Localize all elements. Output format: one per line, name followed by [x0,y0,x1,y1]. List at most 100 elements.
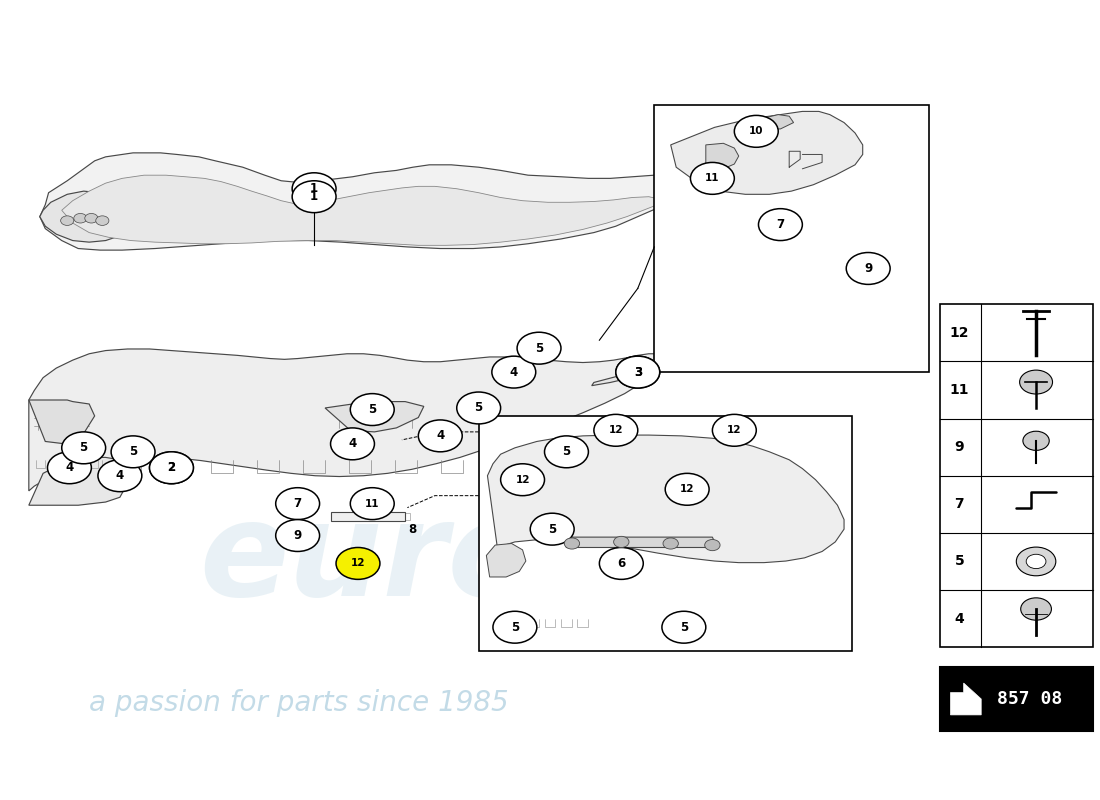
Polygon shape [564,537,715,547]
Text: 9: 9 [955,440,964,454]
Text: 11: 11 [949,383,969,397]
Text: europ: europ [199,496,632,623]
Text: 3: 3 [634,366,641,378]
Circle shape [98,460,142,492]
Circle shape [500,464,544,496]
Text: 5: 5 [548,522,557,536]
Circle shape [544,436,588,468]
Text: 4: 4 [349,438,356,450]
Text: 11: 11 [705,174,719,183]
Text: 5: 5 [79,442,88,454]
Circle shape [663,538,679,549]
Text: 12: 12 [351,558,365,569]
Text: a passion for parts since 1985: a passion for parts since 1985 [89,689,509,717]
Text: 1: 1 [310,190,318,203]
Text: 5: 5 [129,446,138,458]
Circle shape [47,452,91,484]
Text: 5: 5 [680,621,688,634]
Circle shape [530,514,574,545]
FancyBboxPatch shape [654,105,928,372]
Text: 1: 1 [310,182,318,195]
Polygon shape [671,111,862,194]
Polygon shape [487,435,844,562]
Circle shape [600,547,643,579]
Circle shape [759,209,802,241]
Circle shape [293,181,336,213]
Polygon shape [40,153,688,250]
Circle shape [616,356,660,388]
Circle shape [614,536,629,547]
Circle shape [1016,547,1056,576]
Circle shape [150,452,194,484]
Circle shape [666,474,710,506]
Circle shape [350,394,394,426]
Circle shape [60,216,74,226]
FancyBboxPatch shape [939,304,1093,647]
Circle shape [96,216,109,226]
Polygon shape [950,683,981,715]
Circle shape [331,428,374,460]
Polygon shape [29,349,666,491]
Circle shape [62,432,106,464]
Polygon shape [331,512,405,521]
Text: 5: 5 [510,621,519,634]
Text: 12: 12 [727,426,741,435]
Polygon shape [592,360,666,386]
Polygon shape [326,402,424,432]
Circle shape [350,488,394,519]
Circle shape [276,488,320,519]
Polygon shape [40,191,131,242]
Text: 2: 2 [167,462,176,474]
Text: 6: 6 [617,557,626,570]
Text: 4: 4 [116,470,124,482]
Circle shape [276,519,320,551]
Circle shape [1021,598,1052,620]
Circle shape [150,452,194,484]
Circle shape [713,414,757,446]
Polygon shape [486,543,526,577]
Circle shape [336,547,380,579]
Text: 11: 11 [365,498,380,509]
FancyBboxPatch shape [478,416,851,651]
Circle shape [616,356,660,388]
Text: 4: 4 [437,430,444,442]
Text: 9: 9 [865,262,872,275]
Text: 12: 12 [680,484,694,494]
Polygon shape [759,114,793,129]
Text: 2: 2 [167,462,176,474]
Circle shape [1023,431,1049,450]
Text: 7: 7 [955,498,964,511]
Circle shape [456,392,501,424]
Polygon shape [29,458,131,506]
Text: 10: 10 [749,126,763,136]
Text: 12: 12 [515,474,530,485]
Circle shape [662,611,706,643]
Text: 5: 5 [474,402,483,414]
Text: 9: 9 [294,529,301,542]
Circle shape [493,611,537,643]
Circle shape [705,539,720,550]
Polygon shape [62,175,660,246]
Circle shape [1026,554,1046,569]
Text: 7: 7 [294,497,301,510]
Text: 4: 4 [509,366,518,378]
Circle shape [492,356,536,388]
Text: 4: 4 [955,611,964,626]
Text: 5: 5 [955,554,964,569]
Circle shape [418,420,462,452]
Circle shape [293,173,336,205]
Text: 12: 12 [608,426,623,435]
Circle shape [594,414,638,446]
FancyBboxPatch shape [939,667,1093,731]
Circle shape [517,332,561,364]
Polygon shape [29,400,95,444]
Circle shape [691,162,735,194]
Text: 5: 5 [562,446,571,458]
Circle shape [846,253,890,285]
Text: 4: 4 [65,462,74,474]
Circle shape [85,214,98,223]
Text: 857 08: 857 08 [997,690,1063,708]
Circle shape [735,115,778,147]
Text: 5: 5 [535,342,543,354]
Text: 12: 12 [949,326,969,340]
